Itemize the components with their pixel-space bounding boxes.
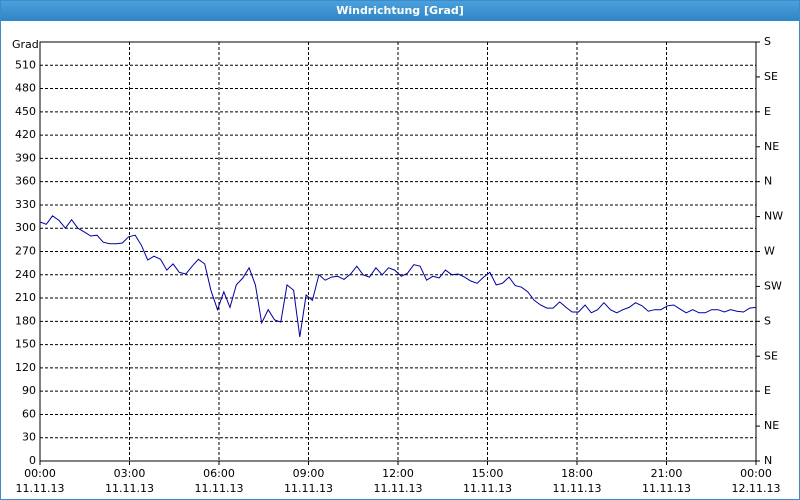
y-tick-label: 0	[29, 454, 36, 467]
y-tick-label: 180	[15, 314, 36, 327]
y2-tick-label: SE	[764, 70, 778, 83]
x-tick-label: 15:00	[472, 467, 504, 480]
y-tick-label: 60	[22, 407, 36, 420]
x-tick-label: 03:00	[114, 467, 146, 480]
x-tick-date: 11.11.13	[105, 482, 154, 495]
y-tick-label: 240	[15, 268, 36, 281]
y-tick-label: 210	[15, 291, 36, 304]
y-tick-label: 30	[22, 431, 36, 444]
y-tick-label: 120	[15, 361, 36, 374]
window-title: Windrichtung [Grad]	[1, 1, 799, 21]
y2-tick-label: NE	[764, 140, 779, 153]
y-tick-label: 420	[15, 128, 36, 141]
y-tick-label: 480	[15, 82, 36, 95]
x-tick-date: 11.11.13	[374, 482, 423, 495]
plot-border	[39, 41, 757, 462]
data-line	[39, 215, 757, 337]
x-tick-date: 11.11.13	[16, 482, 65, 495]
x-tick-date: 11.11.13	[284, 482, 333, 495]
y2-tick-label: SW	[764, 279, 782, 292]
y-tick-label: 390	[15, 151, 36, 164]
y2-tick-label: S	[764, 35, 771, 48]
y-tick-label: 510	[15, 58, 36, 71]
x-tick-label: 12:00	[382, 467, 414, 480]
y2-tick-label: SE	[764, 349, 778, 362]
y-tick-label: 360	[15, 175, 36, 188]
y2-tick-label: E	[764, 384, 771, 397]
x-tick-label: 09:00	[293, 467, 325, 480]
y2-tick-label: N	[764, 175, 772, 188]
y-tick-label: 300	[15, 221, 36, 234]
y2-tick-label: NE	[764, 419, 779, 432]
x-tick-label: 06:00	[203, 467, 235, 480]
x-tick-label: 18:00	[561, 467, 593, 480]
y2-tick-label: S	[764, 314, 771, 327]
y-axis-label: Grad	[12, 38, 39, 51]
chart: Grad 0 30 60 90 120 150 180 210 240 270 300 330 360 3…	[12, 35, 783, 495]
y-tick-label: 270	[15, 245, 36, 258]
x-tick-date: 11.11.13	[463, 482, 512, 495]
y2-tick-label: N	[764, 454, 772, 467]
x-tick-date: 11.11.13	[642, 482, 691, 495]
x-tick-label: 21:00	[651, 467, 683, 480]
y-tick-label: 90	[22, 384, 36, 397]
x-tick-label: 00:00	[24, 467, 56, 480]
y2-tick-label: NW	[764, 210, 783, 223]
y-tick-label: 150	[15, 338, 36, 351]
y2-tick-label: W	[764, 245, 775, 258]
y-tick-label: 330	[15, 198, 36, 211]
x-tick-label: 00:00	[740, 467, 772, 480]
y-tick-label: 450	[15, 105, 36, 118]
x-tick-date: 11.11.13	[553, 482, 602, 495]
y2-tick-label: E	[764, 105, 771, 118]
x-tick-date: 12.11.13	[732, 482, 781, 495]
x-tick-date: 11.11.13	[195, 482, 244, 495]
